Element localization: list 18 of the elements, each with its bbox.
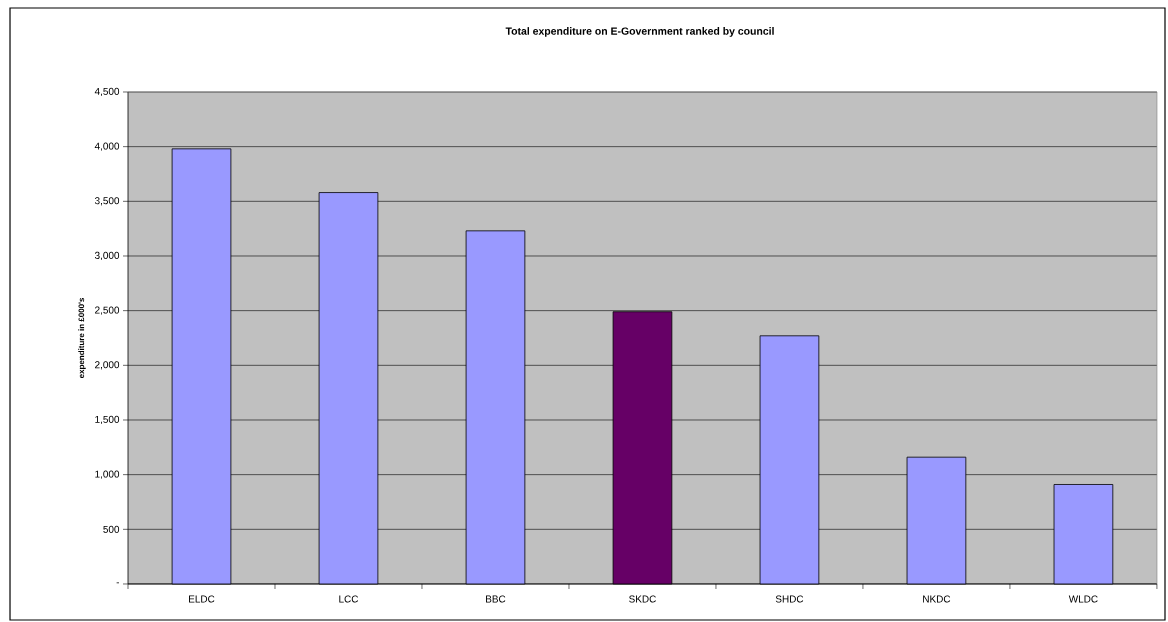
y-tick-label: 1,000 xyxy=(95,470,120,479)
y-tick-label: 3,500 xyxy=(94,197,120,206)
y-tick-label: 2,000 xyxy=(95,361,120,370)
x-tick-label: NKDC xyxy=(923,595,951,603)
y-tick-label: 4,500 xyxy=(94,87,120,97)
y-tick-label: 4,000 xyxy=(94,142,120,151)
x-tick-label: WLDC xyxy=(1068,595,1098,603)
y-tick-label: - xyxy=(116,582,120,584)
x-tick-label: BBC xyxy=(486,595,506,603)
y-tick-label: 2,500 xyxy=(95,306,120,315)
x-tick-label: SHDC xyxy=(775,595,804,603)
y-tick-label: 1,500 xyxy=(95,415,120,425)
y-tick-label: 500 xyxy=(103,525,120,533)
y-tick-label: 3,000 xyxy=(94,251,120,261)
x-tick-label: SKDC xyxy=(629,595,656,603)
x-tick-label: ELDC xyxy=(189,595,215,603)
x-tick-label: LCC xyxy=(339,595,359,603)
chart-title: Total expenditure on E-Government ranked by council xyxy=(505,27,774,37)
